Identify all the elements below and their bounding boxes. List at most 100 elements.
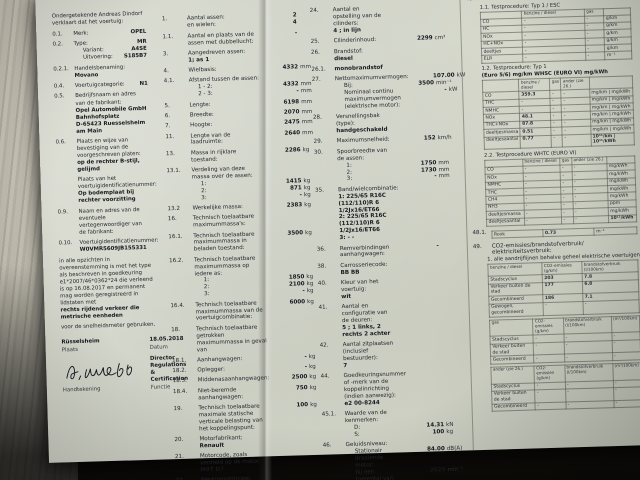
table-header-cell: brandstofverbruik (l/100km)	[563, 316, 612, 335]
field-value	[262, 58, 298, 59]
field-label: en wielen:	[187, 22, 216, 29]
field-value	[389, 67, 433, 68]
field-number	[167, 199, 190, 200]
field-row: 18.2. Oplegger: - kg	[172, 364, 327, 376]
field-unit	[437, 129, 457, 130]
table-cell: -	[562, 133, 591, 148]
field-number	[324, 474, 345, 475]
field-value	[401, 188, 445, 189]
table-header-cell: CO2-emissies (g/km)	[534, 364, 565, 383]
table-cell: -	[612, 352, 640, 361]
co2-table-other: ander (zie 26.) CO2-emissies (g/km) brands…	[490, 362, 640, 412]
field-value: 2625	[429, 467, 446, 474]
field-label: Technisch toelaatbare maximale statische…	[198, 403, 263, 433]
field-label: 2 - 3:	[198, 91, 213, 98]
field-row: 44. Goedkeuringsnummer of -merk van de k…	[321, 370, 466, 402]
table-row-label: deeltjesaantal	[486, 217, 525, 227]
field-unit	[442, 270, 462, 271]
section-emissions: 48. Uitlaatemissies: 715/2007*2016/646Y …	[459, 0, 640, 451]
field-number	[322, 436, 343, 437]
table-cell: -	[585, 52, 606, 61]
field-label: Aantal en plaats van de assen met dubbel…	[187, 31, 254, 47]
table-header-cell: gas	[489, 318, 534, 337]
field-unit	[435, 56, 455, 57]
field-value: 3500	[287, 229, 304, 237]
field-number: 44.	[320, 373, 330, 381]
field-unit: km/h	[437, 135, 452, 142]
field-label: Technisch toelaatbare getrokken maximumm…	[196, 324, 267, 353]
data-table: benzine / diesel gas CO - - g/km HC - - g/km NOx - -…	[480, 7, 632, 64]
table-cell: -	[524, 216, 562, 226]
field-value: 2640	[284, 129, 301, 137]
field-label: 1: 225/65 R16C (112/110)R 6 1/2Jx16/ET66	[338, 192, 387, 214]
field-label: in alle opzichten in overeenstemming is …	[58, 256, 153, 307]
field-value	[273, 437, 309, 438]
field-number	[56, 164, 75, 165]
field-unit	[440, 215, 460, 216]
field-label: Massa in rijklare toestand:	[190, 148, 237, 164]
field-number	[170, 289, 193, 290]
field-number: 46.	[322, 442, 332, 450]
field-unit: min⁻¹	[447, 466, 464, 474]
field-unit: kg	[446, 428, 454, 436]
field-row: Ondergetekende Andreas Dindorf verklaart…	[52, 11, 150, 28]
field-number: 1.1.	[162, 33, 174, 40]
field-label: Merk:	[73, 30, 89, 37]
field-number: 24.	[309, 8, 319, 15]
field-row: 1.1. Aantal en plaats van de assen met d…	[162, 29, 317, 47]
field-row: in alle opzichten in overeenstemming is …	[59, 255, 158, 307]
table-cell: -	[613, 399, 640, 408]
certificate-of-conformity-document: Ondergetekende Andreas Dindorf verklaart…	[35, 0, 640, 480]
field-label: 5 ; 1 links, 2 rechts 2 achter	[342, 323, 391, 339]
field-row: 18. Technisch toelaatbare getrokken maxi…	[171, 322, 326, 354]
field-number: 16.2.	[169, 257, 184, 264]
field-value	[398, 364, 442, 365]
field-label: monobrandstof	[334, 64, 383, 73]
field-value	[270, 327, 306, 328]
field-row: 0.6. Plaats en wijze van bevestiging van…	[55, 137, 154, 161]
field-value	[273, 444, 309, 445]
field-row: 7. Hoogte: 2475 mm	[165, 119, 320, 131]
field-label: diesel	[334, 55, 354, 62]
field-row: 25. Cilinderinhoud: 2299 cm³	[311, 35, 455, 46]
field-value: 2299	[416, 35, 433, 43]
field-number	[311, 60, 332, 61]
table-cell: m⁻¹	[594, 226, 638, 236]
field-label: Cilinderinhoud:	[333, 37, 377, 45]
data-table: Rook 0.73 m⁻¹	[491, 226, 638, 239]
table-cell: m⁻¹	[604, 51, 632, 60]
field-value: 4332	[282, 64, 299, 71]
field-value	[392, 150, 436, 151]
field-unit	[447, 443, 467, 444]
field-number	[312, 88, 333, 89]
field-label: Stationair draaiende motor:	[354, 448, 384, 469]
field-value: 2286	[284, 147, 301, 154]
field-value: -	[444, 87, 447, 94]
field-label: e2 00-8244	[344, 400, 380, 408]
field-row: metrische eenheden	[61, 311, 159, 321]
field-number: 0.1.	[52, 31, 63, 38]
field-value	[408, 374, 452, 375]
table-cell: -	[533, 341, 565, 356]
field-row: 13.2 Werkelijke massa: 2383 kg	[167, 202, 322, 214]
table-cell: -	[534, 388, 566, 403]
field-number: 0.6.	[55, 139, 66, 146]
field-number: 1.	[161, 16, 168, 23]
field-row: 4. Wielbasis: 4332 mm	[163, 64, 318, 76]
field-number	[316, 219, 337, 220]
table-cell: -	[522, 52, 586, 62]
field-number: 13.1.	[166, 167, 181, 175]
field-label: Plaats en wijze van bevestiging van de v…	[76, 137, 141, 159]
field-number: 13.2	[167, 205, 181, 213]
field-value: -	[434, 173, 437, 180]
table-header-cell: ander (zie 26.)	[490, 365, 535, 384]
field-unit	[439, 194, 459, 195]
field-label: 3:	[346, 176, 353, 183]
field-value	[388, 29, 432, 30]
field-unit	[445, 401, 465, 402]
field-row: voor de snelheidsmeter gebruiken.	[61, 322, 159, 332]
field-value: 100	[432, 429, 445, 436]
field-number: 18.3.	[172, 378, 188, 385]
field-value	[396, 281, 440, 282]
field-value	[400, 412, 444, 413]
